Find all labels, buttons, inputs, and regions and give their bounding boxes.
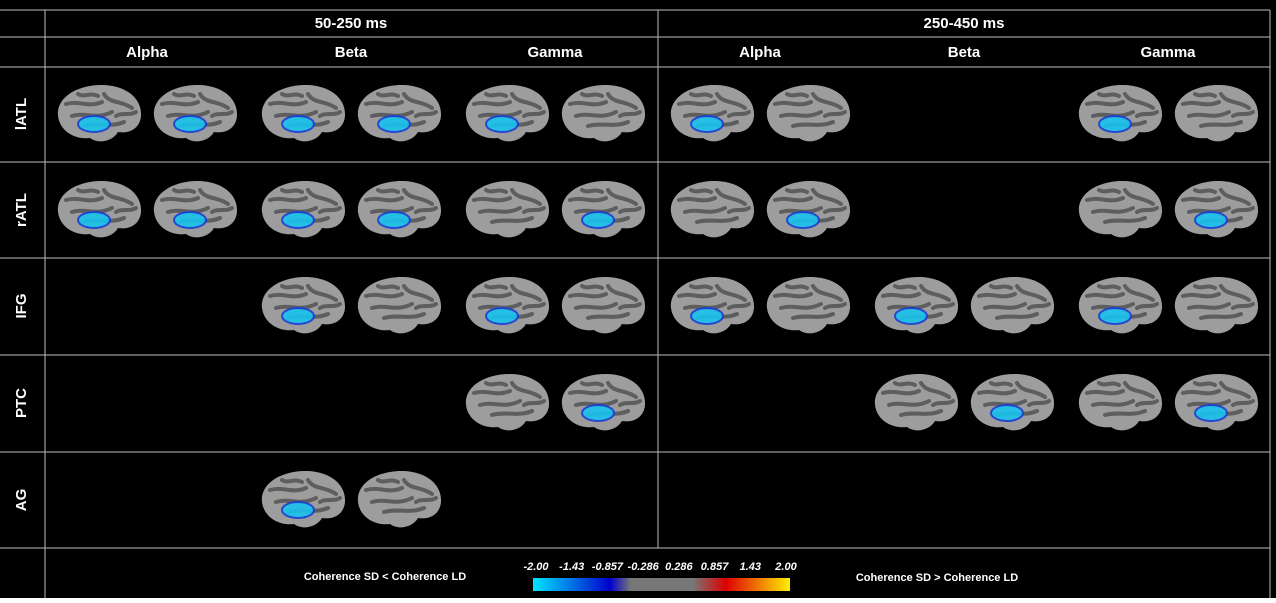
colorbar-tick-label: -1.43: [559, 561, 584, 573]
table-grid: [0, 9, 1271, 598]
colorbar-right-label: Coherence SD > Coherence LD: [856, 572, 1018, 584]
activation-patch: [581, 404, 615, 422]
band-header: Beta: [335, 44, 368, 61]
activation-patch: [581, 211, 615, 229]
colorbar-tick-label: -2.00: [523, 561, 549, 573]
activation-patch: [77, 211, 111, 229]
activation-patch: [894, 307, 928, 325]
band-header: Gamma: [1140, 44, 1196, 61]
activation-patch: [77, 115, 111, 133]
activation-patch: [1098, 307, 1132, 325]
activation-patch: [377, 115, 411, 133]
activation-patch: [281, 307, 315, 325]
band-header: Beta: [948, 44, 981, 61]
activation-patch: [281, 211, 315, 229]
colorbar-tick-label: 1.43: [740, 561, 761, 573]
period-header: 50-250 ms: [315, 15, 388, 32]
band-header: Gamma: [527, 44, 583, 61]
period-header: 250-450 ms: [924, 15, 1005, 32]
activation-patch: [1194, 404, 1228, 422]
row-label: PTC: [13, 388, 30, 418]
row-label: AG: [13, 489, 30, 512]
colorbar-tick-label: -0.857: [592, 561, 624, 573]
colorbar-left-label: Coherence SD < Coherence LD: [304, 571, 466, 583]
colorbar-tick-label: 0.286: [665, 561, 693, 573]
activation-patch: [281, 501, 315, 519]
activation-patch: [1098, 115, 1132, 133]
activation-patch: [485, 307, 519, 325]
row-label: lATL: [13, 98, 30, 130]
band-header: Alpha: [126, 44, 168, 61]
activation-patch: [990, 404, 1024, 422]
colorbar: [533, 578, 790, 591]
colorbar-tick-label: 0.857: [701, 561, 729, 573]
row-label: rATL: [13, 193, 30, 227]
activation-patch: [173, 211, 207, 229]
colorbar-tick-label: 2.00: [774, 561, 797, 573]
activation-patch: [690, 115, 724, 133]
activation-patch: [377, 211, 411, 229]
activation-patch: [786, 211, 820, 229]
activation-patch: [690, 307, 724, 325]
activation-patch: [173, 115, 207, 133]
activation-patch: [485, 115, 519, 133]
row-label: IFG: [13, 294, 30, 319]
colorbar-tick-label: -0.286: [628, 561, 660, 573]
activation-patch: [1194, 211, 1228, 229]
band-header: Alpha: [739, 44, 781, 61]
activation-patch: [281, 115, 315, 133]
